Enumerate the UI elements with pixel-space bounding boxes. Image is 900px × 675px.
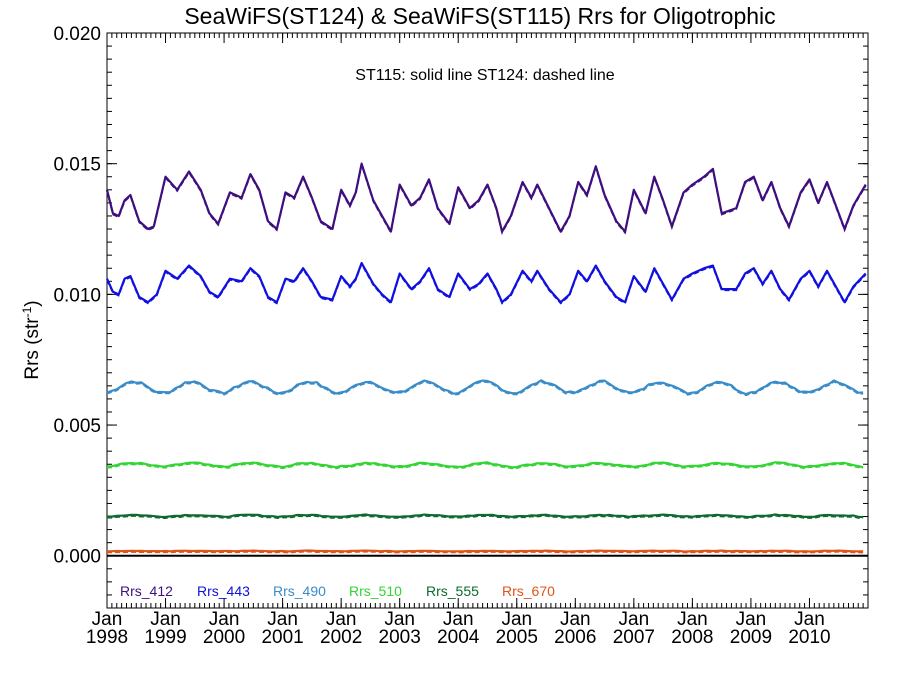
y-tick-label: 0.020: [53, 24, 101, 45]
x-tick-label-month: Jan: [92, 609, 123, 630]
series-line-rrs_510-st124: [106, 462, 864, 470]
series-line-rrs_555-st124: [106, 514, 864, 520]
x-tick-label-month: Jan: [677, 609, 708, 630]
x-tick-label-year: 2010: [788, 627, 830, 648]
x-tick-label-month: Jan: [443, 609, 474, 630]
x-tick-label-month: Jan: [209, 609, 240, 630]
x-tick-label-year: 2007: [613, 627, 655, 648]
x-axis: Jan1998Jan1999Jan2000Jan2001Jan2002Jan20…: [86, 33, 869, 648]
x-tick-label-year: 2006: [554, 627, 596, 648]
x-tick-label-year: 1998: [86, 627, 128, 648]
series-layer: [105, 161, 868, 557]
y-tick-label: 0.010: [53, 285, 101, 306]
y-axis: 0.000 0.005 0.010 0.015 0.020: [53, 24, 868, 609]
series-line-rrs_555-st115: [106, 513, 864, 519]
line-style-annotation: ST115: solid line ST124: dashed line: [355, 67, 615, 84]
y-tick-label: 0.015: [53, 155, 101, 176]
x-tick-label-year: 2001: [261, 627, 303, 648]
x-tick-label-year: 2004: [437, 627, 480, 648]
plot-area: [106, 32, 869, 609]
legend-entry-rrs_443: Rrs_443: [197, 583, 250, 599]
chart-title: SeaWiFS(ST124) & SeaWiFS(ST115) Rrs for …: [184, 3, 775, 29]
x-tick-label-month: Jan: [736, 609, 767, 630]
y-tick-label: 0.000: [53, 547, 101, 568]
y-tick-label: 0.005: [53, 416, 101, 437]
x-tick-label-month: Jan: [326, 609, 357, 630]
x-tick-label-year: 2002: [320, 627, 362, 648]
x-tick-label-month: Jan: [619, 609, 650, 630]
series-line-rrs_490-st115: [106, 379, 864, 396]
legend: Rrs_412 Rrs_443 Rrs_490 Rrs_510 Rrs_555 Rrs_6…: [120, 583, 555, 599]
x-tick-label-month: Jan: [150, 609, 181, 630]
series-line-rrs_670-st124: [106, 550, 864, 554]
plot-border: [106, 32, 869, 609]
x-tick-label-month: Jan: [267, 609, 298, 630]
legend-entry-rrs_412: Rrs_412: [120, 583, 173, 599]
series-line-rrs_412-st115: [105, 162, 867, 233]
series-line-rrs_490-st124: [106, 380, 864, 397]
series-line-rrs_510-st115: [106, 461, 864, 469]
legend-entry-rrs_490: Rrs_490: [273, 583, 326, 599]
legend-entry-rrs_670: Rrs_670: [502, 583, 555, 599]
x-tick-label-year: 1999: [144, 627, 186, 648]
x-tick-label-year: 2008: [671, 627, 713, 648]
series-line-rrs_443-st115: [105, 261, 867, 304]
legend-entry-rrs_510: Rrs_510: [349, 583, 402, 599]
series-line-rrs_443-st124: [106, 262, 867, 306]
series-line-rrs_412-st124: [106, 161, 867, 236]
x-tick-label-year: 2003: [379, 627, 421, 648]
x-tick-label-month: Jan: [501, 609, 532, 630]
x-tick-label-month: Jan: [794, 609, 825, 630]
x-tick-label-month: Jan: [560, 609, 591, 630]
series-line-rrs_670-st115: [106, 549, 864, 553]
y-axis-label: Rrs (str-1): [20, 300, 43, 379]
x-tick-label-year: 2009: [730, 627, 772, 648]
x-tick-label-year: 2005: [496, 627, 538, 648]
x-tick-label-year: 2000: [203, 627, 245, 648]
legend-entry-rrs_555: Rrs_555: [426, 583, 479, 599]
x-tick-label-month: Jan: [384, 609, 415, 630]
